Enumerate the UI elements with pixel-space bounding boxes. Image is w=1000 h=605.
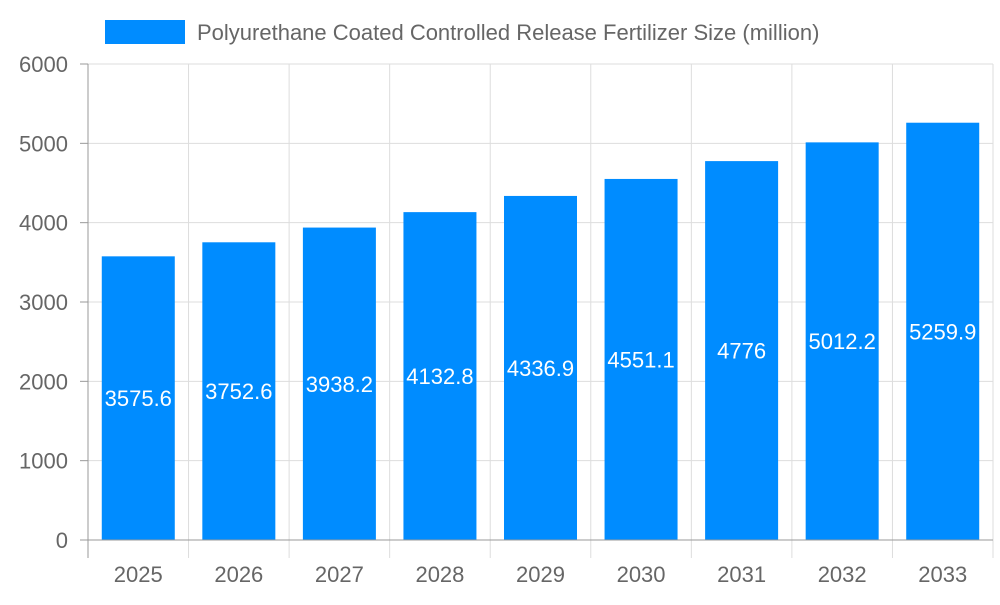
x-tick-label: 2029 <box>516 562 565 587</box>
data-label: 3938.2 <box>306 372 373 397</box>
x-tick-label: 2027 <box>315 562 364 587</box>
bar-2033[interactable] <box>906 122 980 540</box>
data-label: 5012.2 <box>809 329 876 354</box>
x-tick-label: 2026 <box>214 562 263 587</box>
bar-2029[interactable] <box>504 195 577 540</box>
legend[interactable]: Polyurethane Coated Controlled Release F… <box>105 20 819 45</box>
data-label: 4776 <box>717 339 766 364</box>
bar-2026[interactable] <box>202 242 276 540</box>
data-label: 3752.6 <box>205 379 272 404</box>
y-tick-label: 3000 <box>19 290 68 315</box>
data-label: 4336.9 <box>507 356 574 381</box>
data-label: 5259.9 <box>909 319 976 344</box>
y-tick-label: 1000 <box>19 449 68 474</box>
bar-2032[interactable] <box>805 142 879 540</box>
bar-2027[interactable] <box>302 227 376 541</box>
bar-2031[interactable] <box>705 161 779 540</box>
data-label: 4132.8 <box>406 364 473 389</box>
y-tick-label: 6000 <box>19 52 68 77</box>
legend-swatch <box>105 20 185 44</box>
y-tick-label: 2000 <box>19 369 68 394</box>
x-tick-label: 2032 <box>818 562 867 587</box>
x-tick-label: 2025 <box>114 562 163 587</box>
data-label: 4551.1 <box>607 347 674 372</box>
y-tick-label: 4000 <box>19 211 68 236</box>
bar-2025[interactable] <box>101 256 175 540</box>
x-tick-label: 2031 <box>717 562 766 587</box>
x-tick-label: 2030 <box>617 562 666 587</box>
x-tick-label: 2028 <box>415 562 464 587</box>
bar-2030[interactable] <box>604 178 678 541</box>
bar-2028[interactable] <box>403 212 477 540</box>
bars: 3575.6 3752.6 3938.2 4132.8 4336.9 4551.1 4776… <box>101 122 980 541</box>
x-tick-label: 2033 <box>918 562 967 587</box>
data-label: 3575.6 <box>105 386 172 411</box>
y-tick-label: 5000 <box>19 131 68 156</box>
y-tick-label: 0 <box>56 528 68 553</box>
legend-label: Polyurethane Coated Controlled Release F… <box>197 20 819 45</box>
axes: 0 1000 2000 3000 4000 5000 6000 2025 2026 2027 202… <box>19 52 994 587</box>
